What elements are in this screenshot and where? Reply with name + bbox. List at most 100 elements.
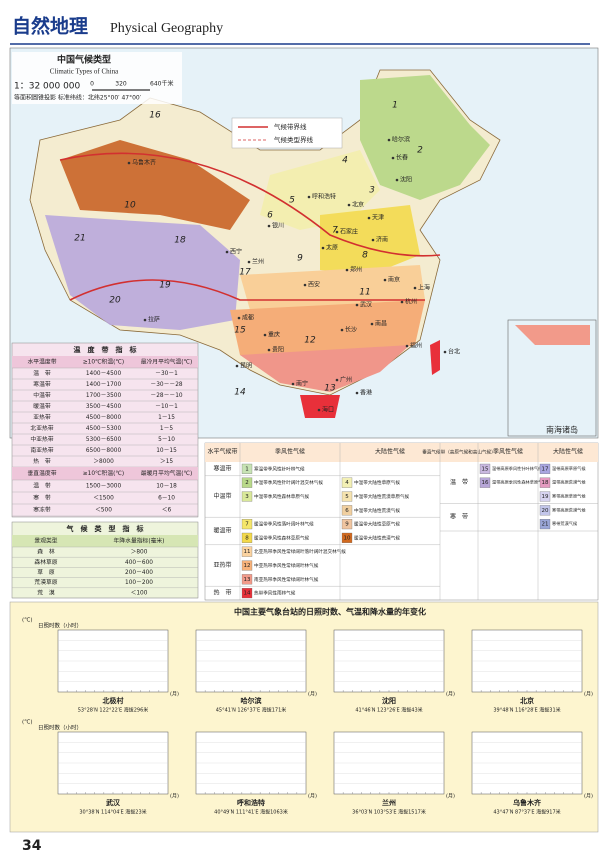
city-dot	[340, 328, 344, 332]
city-label: 广州	[340, 376, 352, 384]
table-cell: 亚热带	[33, 413, 51, 421]
climate-zone-boundary	[59, 152, 441, 257]
type-name: 暖温带大陆性荒漠气候	[354, 534, 400, 541]
table-cell: 5－10	[158, 437, 175, 443]
city-label: 重庆	[268, 331, 280, 339]
type-name: 暖温带季风性落叶阔叶林气候	[254, 521, 314, 528]
city-label: 北京	[352, 201, 364, 209]
table-cell: 1－15	[158, 415, 175, 421]
type-swatch	[241, 477, 253, 488]
zone-number: 20	[109, 296, 121, 306]
city-label: 济南	[376, 236, 388, 244]
type-name: 中温带季风性森林草原气候	[254, 493, 310, 500]
type-number: 17	[542, 466, 549, 472]
table-cell: ＜500	[95, 508, 112, 514]
city-label: 西安	[308, 281, 320, 289]
table-cell: 200－400	[125, 570, 153, 576]
type-swatch	[341, 491, 353, 502]
station-name: 乌鲁木齐	[513, 798, 542, 807]
city-dot	[291, 382, 295, 386]
table-cell: 草 原	[37, 568, 55, 576]
table-cell: －30－1	[155, 371, 178, 377]
city-dot	[395, 178, 399, 182]
scale-tick: 0	[90, 81, 94, 88]
zone-name: 中温带	[213, 492, 231, 500]
city-dot	[371, 238, 375, 242]
map-title-en: Climatic Types of China	[50, 68, 119, 76]
table-cell: 100－200	[125, 580, 153, 586]
type-name: 暖温带大陆性草原气候	[354, 521, 400, 528]
scale-tick: 320	[115, 81, 127, 88]
type-swatch	[539, 491, 551, 502]
city-label: 西宁	[230, 248, 242, 256]
table-cell: 温 带	[33, 482, 51, 490]
table-cell: ＜100	[131, 590, 148, 596]
type-swatch	[241, 546, 253, 557]
type-swatch	[241, 532, 253, 543]
map-title: 中国气候类型	[57, 54, 111, 66]
header-subtitle: Physical Geography	[110, 21, 223, 36]
type-number: 16	[482, 480, 489, 486]
city-dot	[307, 195, 311, 199]
city-label: 郑州	[350, 266, 362, 274]
city-dot	[391, 156, 395, 160]
zone-warm	[320, 205, 420, 275]
city-dot	[345, 268, 349, 272]
city-label: 成都	[242, 314, 254, 322]
type-swatch	[341, 505, 353, 516]
table-cell: 最暖月平均气温(℃)	[141, 469, 193, 477]
type-number: 4	[345, 480, 349, 486]
city-dot	[370, 322, 374, 326]
type-swatch	[241, 574, 253, 585]
type-number: 3	[245, 494, 249, 500]
zone-number: 14	[234, 388, 246, 398]
city-dot	[317, 408, 321, 412]
city-label: 呼和浩特	[312, 193, 336, 201]
city-dot	[247, 260, 251, 264]
city-dot	[235, 364, 239, 368]
station-name: 北京	[520, 696, 534, 705]
header-title: 自然地理	[12, 15, 88, 38]
axis-label: (℃)	[22, 617, 32, 624]
table-cell: 暖温带	[33, 402, 51, 410]
table-header: 季风性气候	[275, 448, 305, 456]
table-cell: 6－10	[158, 496, 175, 502]
type-swatch	[241, 463, 253, 474]
table-cell: ＜1500	[93, 496, 114, 502]
station-name: 沈阳	[382, 696, 396, 705]
station-name: 北极村	[103, 696, 124, 705]
type-name: 中温带大陆性荒漠草原气候	[354, 493, 410, 500]
city-dot	[263, 333, 267, 337]
type-swatch	[241, 519, 253, 530]
table-cell: 中亚热带	[30, 435, 53, 443]
zone-number: 16	[149, 111, 161, 121]
table-cell: 1700－3500	[86, 393, 122, 399]
axis-label: 日照时数（小时）	[38, 724, 82, 732]
map-projection: 等面积圆锥投影 标准纬线：北纬25°00′ 47°00′	[14, 94, 142, 102]
table-header-bg	[12, 535, 198, 547]
taiwan	[430, 340, 440, 375]
table-cell: 荒漠草原	[34, 578, 57, 586]
climograph-title: 中国主要气象台站的日照时数、气温和降水量的年变化	[234, 607, 426, 617]
header-band	[0, 0, 600, 44]
type-name: 温带高原草原气候	[552, 465, 586, 472]
city-label: 武汉	[360, 301, 372, 309]
table-header: 大陆性气候	[553, 448, 583, 456]
map-scale: 1：32 000 000	[14, 82, 81, 92]
type-name: 南亚热带季风性常绿阔叶林气候	[254, 576, 319, 583]
zone-desert	[60, 140, 250, 230]
station-coords: 41°46′N 123°26′E 海拔43米	[355, 707, 422, 714]
station-name: 呼和浩特	[237, 798, 265, 807]
table-cell: 3500－4500	[86, 404, 122, 410]
table-header-bg	[205, 443, 598, 462]
table-cell: ＞15	[160, 459, 173, 465]
type-number: 13	[244, 577, 251, 583]
zone-number: 13	[324, 384, 336, 394]
city-dot	[405, 344, 409, 348]
table-cell: 南亚热带	[30, 446, 53, 454]
type-number: 12	[244, 563, 251, 569]
station-coords: 53°28′N 122°22′E 海拔296米	[78, 707, 149, 714]
type-swatch	[479, 463, 491, 474]
zone-number: 19	[159, 281, 171, 291]
